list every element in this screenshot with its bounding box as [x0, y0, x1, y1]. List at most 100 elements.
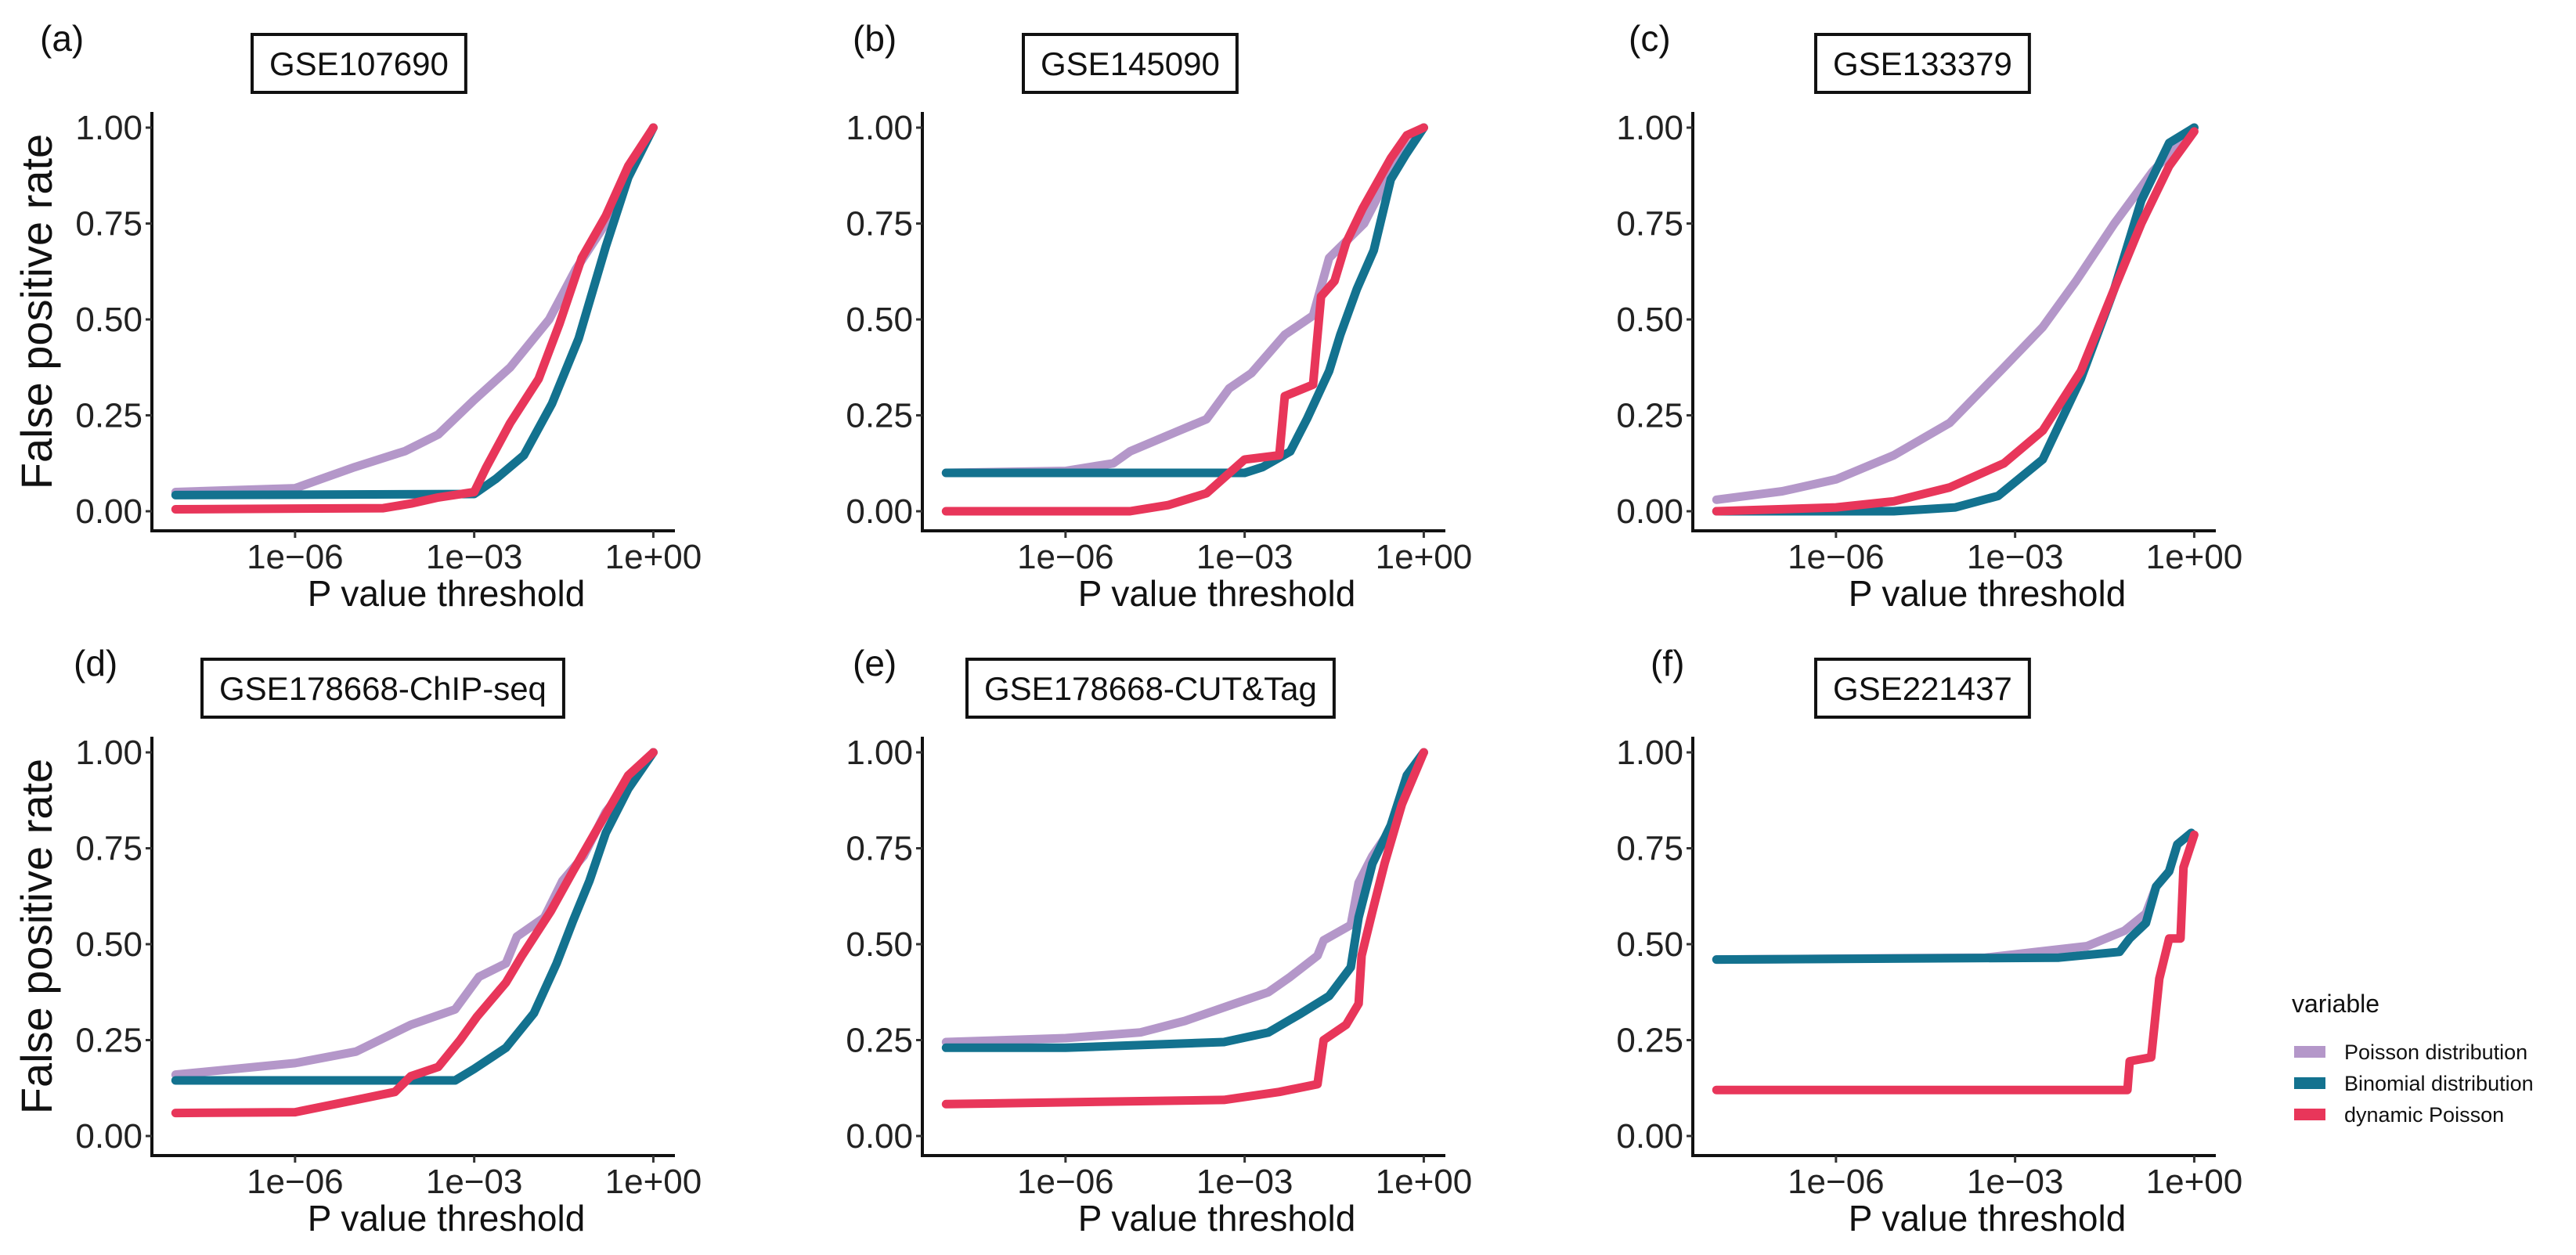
y-tick-label: 0.00 [1616, 492, 1683, 531]
panel-title: GSE221437 [1833, 670, 2012, 707]
legend-label-dynamic: dynamic Poisson [2344, 1103, 2504, 1127]
x-tick-label: 1e−03 [426, 1163, 523, 1201]
y-tick-label: 1.00 [75, 109, 143, 147]
y-tick-label: 0.00 [75, 492, 143, 531]
y-axis-title: False positive rate [12, 759, 61, 1114]
y-tick-label: 0.75 [75, 830, 143, 868]
legend-label-poisson: Poisson distribution [2344, 1040, 2527, 1064]
panel-title-box: GSE107690 [251, 33, 467, 94]
y-tick-label: 1.00 [846, 734, 913, 772]
x-axis-title: P value threshold [308, 573, 586, 614]
series-line-dynamic-poisson [171, 748, 658, 1118]
x-tick-label: 1e−06 [1017, 1163, 1114, 1201]
y-tick-label: 1.00 [1616, 734, 1683, 772]
x-tick-label: 1e−06 [1017, 538, 1114, 576]
y-tick-label: 0.00 [846, 1117, 913, 1156]
x-axis-title: P value threshold [308, 1198, 586, 1239]
x-axis-title: P value threshold [1849, 1198, 2127, 1239]
series-line-binomial-distribution [1712, 123, 2199, 516]
x-tick-label: 1e+00 [1376, 1163, 1473, 1201]
x-axis-title: P value threshold [1078, 573, 1356, 614]
y-tick-label: 0.25 [1616, 1022, 1683, 1060]
series-line-binomial-distribution [941, 748, 1428, 1052]
panel-title-box: GSE178668-ChIP-seq [200, 658, 565, 719]
y-tick-label: 0.75 [1616, 205, 1683, 243]
panel-title-border [251, 33, 467, 94]
series-line-poisson-distribution [941, 123, 1428, 478]
y-tick-label: 0.75 [846, 205, 913, 243]
series-line-binomial-distribution [1712, 828, 2196, 965]
x-tick-label: 1e−03 [1196, 538, 1293, 576]
panel-label: (f) [1651, 643, 1684, 683]
panel-c: (c) GSE133379 0.00 0.25 0.50 0.75 1.00 1e−06 1e−… [1616, 18, 2242, 614]
y-tick-label: 0.75 [846, 830, 913, 868]
series-line-dynamic-poisson [941, 748, 1428, 1109]
panel-title: GSE107690 [269, 45, 449, 82]
series-line-binomial-distribution [171, 123, 658, 499]
y-tick-label: 0.25 [1616, 397, 1683, 435]
x-tick-label: 1e−06 [247, 538, 344, 576]
series-line-poisson-distribution [1712, 123, 2199, 504]
legend-swatch-dynamic [2294, 1109, 2325, 1120]
panel-title-box: GSE133379 [1814, 33, 2031, 94]
panel-label: (d) [74, 643, 117, 683]
panel-d: (d) GSE178668-ChIP-seq 0.00 0.25 0.50 0.75 1.0… [12, 643, 702, 1239]
panel-title-border [1022, 33, 1239, 94]
x-tick-label: 1e−06 [1788, 538, 1885, 576]
y-axis-title: False positive rate [12, 134, 61, 489]
panel-a: (a) GSE107690 0.00 0.25 0.50 0.75 1.00 1e−06 1e−… [12, 18, 702, 614]
y-tick-label: 0.50 [75, 301, 143, 339]
panel-title-box: GSE221437 [1814, 658, 2031, 719]
y-tick-label: 0.50 [846, 925, 913, 964]
x-tick-label: 1e−03 [1967, 1163, 2064, 1201]
x-tick-label: 1e−03 [426, 538, 523, 576]
y-tick-label: 0.25 [75, 1022, 143, 1060]
y-tick-label: 0.75 [1616, 830, 1683, 868]
x-tick-label: 1e−06 [247, 1163, 344, 1201]
panel-f: (f) GSE221437 0.00 0.25 0.50 0.75 1.00 1e−06 1e−… [1616, 643, 2242, 1239]
y-tick-label: 0.00 [846, 492, 913, 531]
x-axis-title: P value threshold [1078, 1198, 1356, 1239]
x-tick-label: 1e+00 [605, 538, 702, 576]
y-tick-label: 1.00 [846, 109, 913, 147]
legend-swatch-binomial [2294, 1077, 2325, 1089]
y-tick-label: 0.50 [846, 301, 913, 339]
y-tick-label: 0.50 [75, 925, 143, 964]
panel-title-box: GSE178668-CUT&Tag [965, 658, 1336, 719]
y-tick-label: 0.50 [1616, 925, 1683, 964]
panel-title-border [965, 658, 1336, 719]
x-axis-title: P value threshold [1849, 573, 2127, 614]
panels: (a) GSE107690 0.00 0.25 0.50 0.75 1.00 1e−06 1e−… [12, 18, 2242, 1239]
y-tick-label: 0.00 [75, 1117, 143, 1156]
x-tick-label: 1e−06 [1788, 1163, 1885, 1201]
panel-title-border [200, 658, 565, 719]
series-line-dynamic-poisson [1712, 830, 2199, 1095]
panel-title: GSE178668-ChIP-seq [219, 670, 547, 707]
panel-title: GSE145090 [1041, 45, 1220, 82]
legend: variable Poisson distribution Binomial d… [2292, 990, 2534, 1127]
y-tick-label: 1.00 [1616, 109, 1683, 147]
panel-title-border [1814, 33, 2031, 94]
panel-title-border [1814, 658, 2031, 719]
y-tick-label: 0.25 [846, 397, 913, 435]
panel-title: GSE178668-CUT&Tag [984, 670, 1317, 707]
x-tick-label: 1e+00 [2146, 538, 2243, 576]
legend-swatch-poisson [2294, 1046, 2325, 1058]
series-line-dynamic-poisson [171, 123, 658, 514]
y-tick-label: 0.75 [75, 205, 143, 243]
legend-title: variable [2292, 990, 2379, 1018]
y-tick-label: 1.00 [75, 734, 143, 772]
panel-label: (a) [40, 18, 84, 59]
series-line-binomial-distribution [171, 748, 658, 1085]
panel-title-box: GSE145090 [1022, 33, 1239, 94]
series-line-dynamic-poisson [941, 123, 1428, 516]
panel-label: (c) [1629, 18, 1671, 59]
panel-e: (e) GSE178668-CUT&Tag 0.00 0.25 0.50 0.75 1.00… [846, 643, 1472, 1239]
x-tick-label: 1e−03 [1967, 538, 2064, 576]
panel-label: (e) [853, 643, 897, 683]
y-tick-label: 0.25 [75, 397, 143, 435]
x-tick-label: 1e−03 [1196, 1163, 1293, 1201]
panel-label: (b) [853, 18, 897, 59]
